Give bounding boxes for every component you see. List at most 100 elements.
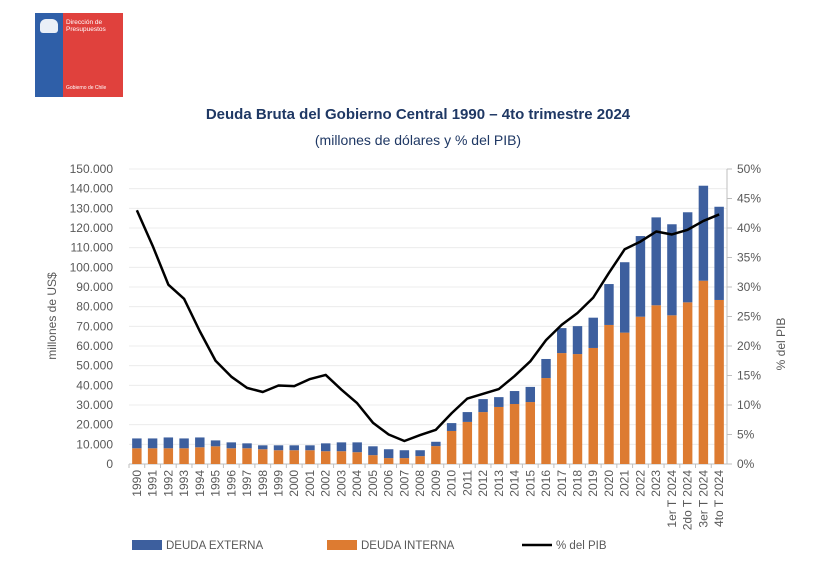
bar-deuda-interna xyxy=(320,451,331,464)
y-tick-label: 40.000 xyxy=(76,378,113,392)
x-tick-label: 3er T 2024 xyxy=(696,470,710,528)
bar-deuda-interna xyxy=(147,448,158,464)
y-tick-label: 150.000 xyxy=(70,162,114,176)
x-tick-label: 1992 xyxy=(161,470,175,497)
legend-label: % del PIB xyxy=(556,540,607,552)
x-tick-label: 2014 xyxy=(508,470,522,497)
y2-tick-label: 50% xyxy=(737,162,761,176)
dipres-logo: Dirección de Presupuestos Gobierno de Ch… xyxy=(35,13,123,97)
bar-deuda-interna xyxy=(352,452,362,464)
bar-deuda-externa xyxy=(242,443,252,449)
bar-deuda-interna xyxy=(682,302,693,464)
bar-deuda-interna xyxy=(226,448,237,464)
y-tick-label: 20.000 xyxy=(76,418,113,432)
x-tick-label: 2003 xyxy=(334,470,348,497)
x-tick-label: 2023 xyxy=(649,470,663,497)
bar-deuda-externa xyxy=(494,397,504,407)
chart-title: Deuda Bruta del Gobierno Central 1990 – … xyxy=(205,106,631,123)
coat-of-arms-icon xyxy=(40,19,58,33)
bar-deuda-interna xyxy=(667,315,677,464)
bar-deuda-externa xyxy=(352,442,362,453)
x-tick-label: 2019 xyxy=(586,470,600,497)
y2-tick-label: 5% xyxy=(737,428,755,442)
y-tick-label: 0 xyxy=(106,457,113,471)
bar-deuda-externa xyxy=(509,391,520,405)
y-tick-label: 70.000 xyxy=(76,319,113,333)
bar-deuda-externa xyxy=(147,438,158,449)
bar-deuda-interna xyxy=(572,354,583,464)
x-tick-label: 2006 xyxy=(382,470,396,497)
bar-deuda-interna xyxy=(210,446,221,464)
y-tick-label: 30.000 xyxy=(76,398,113,412)
bar-deuda-interna xyxy=(462,421,473,464)
bar-deuda-interna xyxy=(258,449,268,464)
x-tick-label: 2013 xyxy=(492,470,506,497)
x-tick-label: 2001 xyxy=(303,470,317,497)
chart-subtitle: (millones de dólares y % del PIB) xyxy=(314,132,522,148)
bar-deuda-interna xyxy=(651,305,661,464)
y-tick-label: 120.000 xyxy=(70,221,114,235)
bar-deuda-externa xyxy=(289,445,299,451)
y-tick-label: 60.000 xyxy=(76,339,113,353)
y2-tick-label: 30% xyxy=(737,280,761,294)
bar-deuda-externa xyxy=(462,412,473,422)
bar-deuda-interna xyxy=(195,447,205,464)
bar-deuda-externa xyxy=(604,284,614,325)
bar-deuda-externa xyxy=(195,437,205,448)
bar-deuda-externa xyxy=(336,442,347,452)
x-tick-label: 1998 xyxy=(256,470,270,497)
bar-deuda-interna xyxy=(368,455,378,464)
x-tick-label: 2010 xyxy=(445,470,459,497)
x-tick-label: 2015 xyxy=(523,470,537,497)
bar-deuda-externa xyxy=(682,212,693,303)
bar-deuda-interna xyxy=(242,448,252,464)
x-tick-label: 2021 xyxy=(618,470,632,497)
bar-deuda-externa xyxy=(588,317,598,348)
x-tick-label: 1999 xyxy=(272,470,286,497)
y-tick-label: 50.000 xyxy=(76,359,113,373)
logo-footer: Gobierno de Chile xyxy=(66,85,107,91)
bar-deuda-externa xyxy=(368,446,378,456)
bar-deuda-externa xyxy=(258,445,268,450)
bar-deuda-interna xyxy=(383,458,394,464)
bar-deuda-externa xyxy=(163,437,174,449)
y2-tick-label: 25% xyxy=(737,310,761,324)
bar-deuda-interna xyxy=(305,450,315,464)
x-tick-label: 2009 xyxy=(429,470,443,497)
x-tick-label: 2000 xyxy=(287,470,301,497)
y-tick-label: 10.000 xyxy=(76,437,113,451)
y-tick-label: 80.000 xyxy=(76,300,113,314)
y-axis-title: millones de US$ xyxy=(45,272,59,360)
bar-deuda-externa xyxy=(478,399,488,413)
y2-tick-label: 20% xyxy=(737,339,761,353)
bar-deuda-externa xyxy=(557,328,567,354)
bar-deuda-interna xyxy=(431,446,441,464)
bar-deuda-interna xyxy=(163,448,174,464)
logo-line2: Presupuestos xyxy=(66,26,106,33)
legend-label: DEUDA EXTERNA xyxy=(166,540,263,552)
bar-deuda-interna xyxy=(604,324,614,464)
x-tick-label: 2016 xyxy=(539,470,553,497)
x-tick-label: 1997 xyxy=(240,470,254,497)
bar-deuda-interna xyxy=(714,299,724,464)
x-tick-label: 1996 xyxy=(224,470,238,497)
line-pct-pib xyxy=(135,209,720,443)
bar-deuda-externa xyxy=(132,438,142,449)
x-tick-label: 1995 xyxy=(209,470,223,497)
bar-deuda-interna xyxy=(494,406,504,464)
y2-tick-label: 35% xyxy=(737,251,761,265)
bar-deuda-interna xyxy=(509,404,520,464)
bar-deuda-externa xyxy=(446,423,457,431)
bar-deuda-externa xyxy=(179,438,189,449)
y2-tick-label: 45% xyxy=(737,192,761,206)
bar-deuda-externa xyxy=(619,262,630,333)
bar-deuda-externa xyxy=(210,440,221,447)
y2-tick-label: 0% xyxy=(737,457,755,471)
bar-deuda-externa xyxy=(226,442,237,449)
bar-deuda-externa xyxy=(320,443,331,452)
y-tick-label: 90.000 xyxy=(76,280,113,294)
x-tick-label: 2017 xyxy=(555,470,569,497)
bar-deuda-interna xyxy=(525,402,536,464)
